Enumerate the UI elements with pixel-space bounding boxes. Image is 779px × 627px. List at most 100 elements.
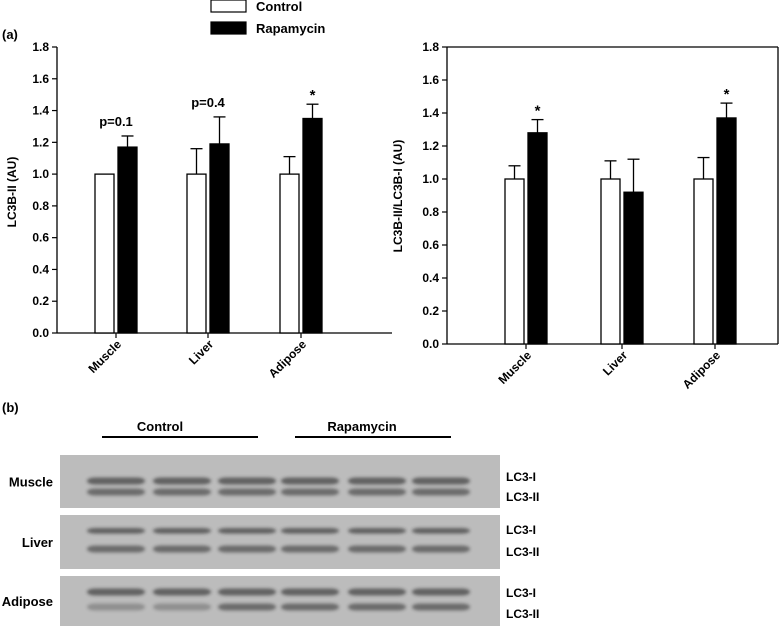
blot-band — [348, 528, 406, 534]
blot-band-label: LC3-I — [506, 586, 536, 600]
chart-lc3b-ii-bar-rapamycin — [117, 146, 138, 334]
chart-lc3b-ii-ytick-label: 1.0 — [32, 167, 49, 181]
blot-band — [153, 603, 211, 611]
blot-band — [153, 477, 211, 485]
blot-band — [153, 588, 211, 596]
blot-band — [87, 603, 145, 611]
blot-band — [348, 488, 406, 496]
chart-lc3b-ii-annotation: * — [310, 87, 316, 104]
chart-lc3b-ratio-ytick-label: 1.4 — [422, 106, 439, 120]
blot-group-rapamycin: Rapamycin — [327, 419, 396, 434]
chart-lc3b-ii-bar-rapamycin — [209, 143, 230, 334]
chart-lc3b-ii-bar-rapamycin — [302, 117, 323, 334]
blot-band — [348, 477, 406, 485]
panel-b-label: (b) — [2, 400, 19, 415]
blot-band — [87, 528, 145, 534]
blot-band-label: LC3-II — [506, 607, 539, 621]
blot-band — [218, 588, 276, 596]
chart-lc3b-ratio-bar-rapamycin — [716, 117, 737, 345]
chart-lc3b-ii-bar-control — [94, 173, 115, 334]
chart-lc3b-ratio-annotation: * — [535, 103, 541, 120]
blot-band — [218, 488, 276, 496]
chart-lc3b-ii-ytick-label: 0.0 — [32, 326, 49, 340]
blot-band — [218, 603, 276, 611]
chart-lc3b-ii-annotation: p=0.1 — [99, 114, 133, 129]
blot-band — [87, 545, 145, 553]
blot-band — [281, 588, 339, 596]
blot-band — [218, 545, 276, 553]
blot-band — [412, 545, 470, 553]
blot-band — [412, 603, 470, 611]
chart-lc3b-ii-bar-control — [279, 173, 300, 334]
blot-band — [153, 545, 211, 553]
chart-lc3b-ratio-bar-control — [600, 178, 621, 345]
blot-band — [412, 528, 470, 534]
chart-lc3b-ii-ytick-label: 0.4 — [32, 262, 49, 276]
legend: Control Rapamycin — [210, 0, 325, 36]
blot-band — [281, 488, 339, 496]
chart-lc3b-ii-ytick-label: 1.2 — [32, 135, 49, 149]
chart-lc3b-ii-ytick-label: 0.8 — [32, 199, 49, 213]
blot-group-control: Control — [137, 419, 183, 434]
chart-lc3b-ratio-ytick-label: 0.8 — [422, 205, 439, 219]
chart-lc3b-ii-category-label: Adipose — [266, 337, 310, 381]
blot-band — [87, 477, 145, 485]
blot-band — [281, 545, 339, 553]
legend-swatch-control — [210, 0, 247, 13]
blot-band — [218, 477, 276, 485]
blot-tissue-label: Adipose — [2, 594, 53, 609]
blot-band — [281, 528, 339, 534]
blot-band — [281, 477, 339, 485]
blot-band — [281, 603, 339, 611]
panel-a-label: (a) — [2, 27, 18, 42]
blot-band — [87, 588, 145, 596]
chart-lc3b-ratio-bar-control — [504, 178, 525, 345]
blot-band — [87, 488, 145, 496]
chart-lc3b-ratio: LC3B-II/LC3B-I (AU) 0.0 0.2 0.4 0.6 0.8 1.0 1.… — [391, 40, 779, 392]
chart-lc3b-ii-ytick-label: 1.8 — [32, 40, 49, 54]
chart-lc3b-ratio-category-label: Adipose — [680, 348, 724, 392]
legend-label-rapamycin: Rapamycin — [256, 21, 325, 36]
blot-band — [218, 528, 276, 534]
chart-lc3b-ratio-bar-control — [693, 178, 714, 345]
chart-lc3b-ii-ytick-label: 1.6 — [32, 72, 49, 86]
chart-lc3b-ratio-ytick-label: 0.6 — [422, 238, 439, 252]
blot-band — [153, 528, 211, 534]
chart-lc3b-ratio-bar-rapamycin — [527, 132, 548, 345]
blot-band — [412, 488, 470, 496]
chart-lc3b-ratio-ytick-label: 1.6 — [422, 73, 439, 87]
chart-lc3b-ii-category-label: Muscle — [85, 337, 124, 376]
western-blot: Control Rapamycin Muscle LC3-I LC3-II Liver… — [2, 419, 539, 626]
legend-label-control: Control — [256, 0, 302, 14]
blot-band-label: LC3-I — [506, 470, 536, 484]
chart-lc3b-ii-ytick-label: 1.4 — [32, 104, 49, 118]
chart-lc3b-ratio-ytick-label: 1.2 — [422, 139, 439, 153]
chart-lc3b-ii-ylabel: LC3B-II (AU) — [5, 157, 19, 228]
chart-lc3b-ratio-category-label: Liver — [600, 348, 630, 378]
legend-swatch-rapamycin — [210, 21, 247, 35]
blot-tissue-label: Liver — [22, 535, 53, 550]
chart-lc3b-ii-ytick-label: 0.6 — [32, 231, 49, 245]
chart-lc3b-ratio-ytick-label: 0.2 — [422, 304, 439, 318]
chart-lc3b-ii-annotation: p=0.4 — [191, 95, 225, 110]
blot-band — [348, 545, 406, 553]
blot-strip-adipose — [60, 576, 500, 626]
chart-lc3b-ratio-ytick-label: 1.8 — [422, 40, 439, 54]
chart-lc3b-ratio-bar-rapamycin — [623, 191, 644, 345]
chart-lc3b-ratio-annotation: * — [724, 86, 730, 103]
blot-band-label: LC3-II — [506, 545, 539, 559]
blot-band — [348, 588, 406, 596]
chart-lc3b-ratio-category-label: Muscle — [495, 348, 534, 387]
chart-lc3b-ii-ytick-label: 0.2 — [32, 294, 49, 308]
blot-band-label: LC3-II — [506, 490, 539, 504]
blot-strip-liver — [60, 515, 500, 569]
chart-lc3b-ii-bar-control — [186, 173, 207, 334]
chart-lc3b-ratio-ytick-label: 0.4 — [422, 271, 439, 285]
chart-lc3b-ratio-ytick-label: 1.0 — [422, 172, 439, 186]
blot-band-label: LC3-I — [506, 523, 536, 537]
chart-lc3b-ratio-ytick-label: 0.0 — [422, 337, 439, 351]
blot-band — [412, 477, 470, 485]
chart-lc3b-ii-category-label: Liver — [186, 337, 216, 367]
chart-lc3b-ii: LC3B-II (AU) 0.0 0.2 0.4 0.6 0.8 1.0 1.2 1.4 1.6… — [5, 40, 392, 381]
